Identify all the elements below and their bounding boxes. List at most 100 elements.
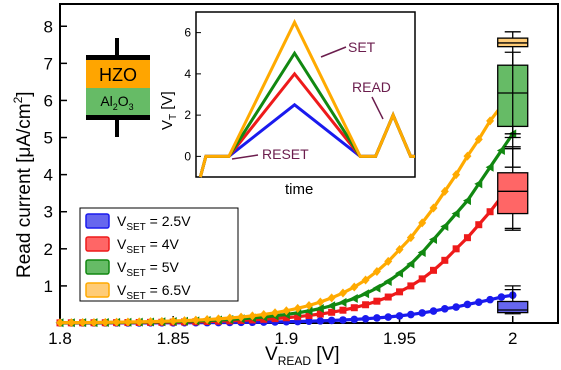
inset-y-tick-label: 2 <box>184 108 191 122</box>
device-bottom-electrode <box>86 115 150 120</box>
data-point-marker <box>463 300 472 309</box>
data-point-marker <box>146 317 155 327</box>
data-point-marker <box>191 315 200 325</box>
data-point-marker <box>282 306 291 316</box>
data-point-marker <box>89 317 98 327</box>
data-point-marker <box>486 208 494 216</box>
data-point-marker <box>463 234 471 242</box>
data-point-marker <box>452 170 461 180</box>
data-point-marker <box>451 209 460 219</box>
data-point-marker <box>339 306 347 314</box>
data-point-marker <box>180 316 189 326</box>
data-point-marker <box>395 268 404 278</box>
data-point-marker <box>463 151 472 161</box>
inset-axis-ticks: 0 2 4 6 <box>184 26 201 163</box>
data-point-marker <box>474 179 483 189</box>
data-point-marker <box>293 303 302 313</box>
y-tick-label: 6 <box>44 91 53 110</box>
data-point-marker <box>440 222 449 232</box>
data-point-marker <box>214 314 223 324</box>
data-point-marker <box>406 259 415 269</box>
boxplot-group <box>497 31 529 315</box>
legend-label: VSET = 2.5V <box>117 213 191 233</box>
legend-entry: VSET = 2.5V <box>85 213 191 233</box>
hzo-layer <box>86 60 150 88</box>
data-point-marker <box>407 282 415 290</box>
data-point-marker <box>429 235 437 245</box>
data-point-marker <box>237 312 246 322</box>
data-point-marker <box>395 312 404 320</box>
data-point-marker <box>417 248 426 258</box>
data-point-marker <box>316 297 325 307</box>
legend-swatch <box>85 213 110 229</box>
data-point-marker <box>384 256 393 266</box>
data-point-marker <box>418 309 426 317</box>
data-point-marker <box>418 218 427 228</box>
inset-pulse-orange <box>198 18 415 178</box>
data-point-marker <box>407 310 415 319</box>
x-tick-label: 1.8 <box>48 329 72 348</box>
series-orange <box>56 95 517 328</box>
boxplot-box <box>497 172 529 215</box>
data-point-marker <box>294 313 302 321</box>
device-top-electrode <box>86 55 150 60</box>
data-point-marker <box>327 301 336 311</box>
legend-label: VSET = 5V <box>117 259 180 279</box>
data-point-marker <box>305 317 313 326</box>
read-annotation: READ <box>352 79 391 95</box>
inset-x-label: time <box>285 181 313 198</box>
inset-y-label: VT [V] <box>159 91 179 130</box>
data-point-marker <box>485 162 494 172</box>
data-point-marker <box>271 315 279 323</box>
data-point-marker <box>305 300 313 310</box>
inset-y-tick-label: 4 <box>184 67 191 81</box>
data-point-marker <box>248 311 257 321</box>
data-point-marker <box>338 297 347 307</box>
data-point-marker <box>338 288 347 298</box>
data-point-marker <box>271 308 280 318</box>
data-point-marker <box>430 266 437 274</box>
inset-y-tick-label: 0 <box>184 149 191 163</box>
data-point-marker <box>259 309 268 319</box>
y-tick-label: 1 <box>44 277 53 296</box>
hzo-label: HZO <box>99 65 137 85</box>
data-point-marker <box>123 317 132 327</box>
data-point-marker <box>373 297 381 305</box>
legend-label: VSET = 4V <box>117 236 180 256</box>
data-point-marker <box>282 314 290 322</box>
y-tick-label: 5 <box>44 129 53 148</box>
y-tick-label: 3 <box>44 203 53 222</box>
data-point-marker <box>361 289 370 299</box>
boxplot-orange <box>497 31 529 139</box>
y-axis-label: Read current [μA/cm2] <box>11 91 35 278</box>
y-tick-label: 4 <box>44 166 53 185</box>
data-point-marker <box>349 293 358 303</box>
legend-swatch <box>85 236 110 252</box>
data-point-marker <box>101 317 110 327</box>
data-point-marker <box>497 293 506 301</box>
data-point-marker <box>135 317 144 327</box>
data-point-marker <box>67 318 76 328</box>
legend-entry: VSET = 5V <box>85 259 180 279</box>
data-point-marker <box>361 314 370 323</box>
legend-label: VSET = 6.5V <box>117 282 191 302</box>
legend-entry: VSET = 6.5V <box>85 282 191 302</box>
al2o3-label: Al2O3 <box>100 93 133 112</box>
data-point-marker <box>383 276 392 286</box>
axis-ticks: 1.8 1.85 1.9 1.95 2 1 2 3 4 5 6 7 8 <box>44 17 518 348</box>
data-point-marker <box>486 116 495 126</box>
x-tick-label: 2 <box>508 329 517 348</box>
inset-pulse-lines <box>198 18 415 178</box>
legend-swatch <box>85 282 110 298</box>
data-point-marker <box>361 275 370 285</box>
data-point-marker <box>429 203 438 213</box>
data-point-marker <box>56 318 64 328</box>
x-tick-label: 1.9 <box>275 329 299 348</box>
data-point-marker <box>316 317 325 325</box>
data-point-marker <box>441 304 449 313</box>
data-point-marker <box>373 314 381 322</box>
series-group <box>55 95 517 328</box>
x-tick-label: 1.95 <box>383 329 416 348</box>
inset-frame <box>195 11 416 178</box>
data-point-marker <box>112 317 121 327</box>
